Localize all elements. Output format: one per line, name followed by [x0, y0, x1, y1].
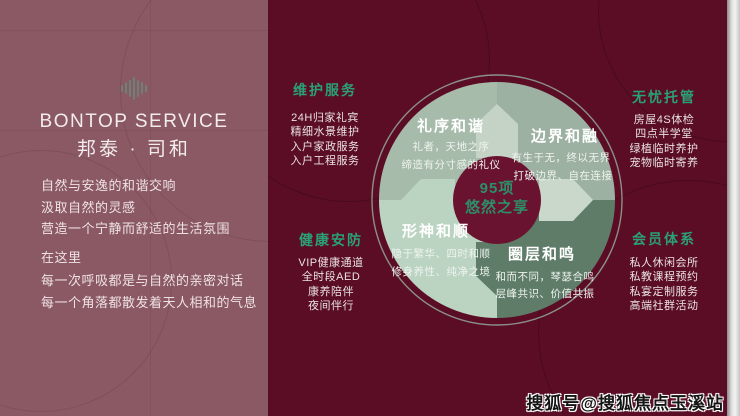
cycle-arrow-top	[476, 104, 518, 158]
brand-title-en: BONTOP SERVICE	[39, 111, 229, 132]
segment-text: 礼者，天地之序	[412, 141, 490, 153]
wheel-center-count: 95项	[479, 180, 515, 197]
segment-text: 打破边界、自在连接	[513, 170, 613, 182]
decorative-line	[150, 0, 151, 416]
segment-text: 缔造有分寸感的礼仪	[401, 159, 501, 171]
service-items-trusteeship: 房屋4S体检 四点半学堂 绿植临时养护 宠物临时寄养	[589, 113, 739, 171]
intro-line: 营造一个宁静而舒适的生活氛围	[41, 221, 231, 236]
decorative-line	[0, 130, 268, 131]
service-item: 入户工程服务	[290, 155, 360, 168]
service-item: 高端社群活动	[629, 300, 699, 313]
service-item: 四点半学堂	[635, 128, 693, 141]
wheel-center-label: 悠然之享	[464, 199, 529, 216]
intro-line: 每一次呼吸都是与自然的亲密对话	[41, 272, 244, 288]
segment-text: 层峰共识、价值共振	[495, 288, 595, 300]
cycle-arrow-bottom	[476, 242, 518, 296]
cycle-wheel-diagram	[371, 74, 623, 326]
service-heading-maintenance: 维护服务	[293, 82, 357, 98]
service-items-health-security: VIP健康通道 全时段AED 康养陪伴 夜间伴行	[256, 256, 406, 314]
service-item: 全时段AED	[301, 271, 361, 284]
service-item: 私教课程预约	[629, 271, 699, 284]
page-edge	[727, 0, 740, 416]
intro-paragraph-1: 自然与安逸的和谐交响 汲取自然的灵感 营造一个宁静而舒适的生活氛围	[41, 175, 230, 240]
service-item: 宠物临时寄养	[629, 157, 699, 170]
intro-paragraph-2: 在这里 每一次呼吸都是与自然的亲密对话 每一个角落都散发着天人相和的气息	[41, 247, 257, 315]
service-items-membership: 私人休闲会所 私教课程预约 私宴定制服务 高端社群活动	[589, 256, 739, 314]
segment-text: 隐于繁华、四时和顺	[391, 248, 491, 260]
service-heading-trusteeship: 无忧托管	[632, 89, 696, 105]
segment-text: 有生于无，终以无界	[511, 152, 611, 164]
service-item: 绿植临时养护	[629, 142, 699, 155]
decorative-line	[0, 30, 268, 31]
watermark: 搜狐号@搜狐焦点玉溪站	[526, 394, 724, 413]
service-item: 康养陪伴	[308, 285, 354, 298]
segment-text: 和而不同，琴瑟合鸣	[495, 271, 595, 283]
intro-line: 自然与安逸的和谐交响	[41, 178, 177, 193]
service-item: 精细水景维护	[290, 126, 360, 139]
intro-line: 汲取自然的灵感	[41, 199, 136, 215]
wheel-hub	[453, 156, 541, 244]
cycle-arrow-right	[539, 179, 593, 221]
service-item: 房屋4S体检	[633, 114, 695, 126]
wheel-outer-ring	[371, 74, 623, 326]
segment-title-circle: 圈层和鸣	[507, 246, 576, 263]
segment-title-ritual: 礼序和谐	[416, 118, 485, 135]
intro-line: 在这里	[41, 250, 82, 265]
brand-title-cn: 邦泰 · 司和	[77, 139, 191, 160]
service-item: VIP健康通道	[298, 257, 364, 269]
segment-title-boundary: 边界和融	[530, 128, 599, 145]
segment-title-wellness: 形神和顺	[401, 223, 470, 240]
service-item: 夜间伴行	[308, 300, 354, 313]
segment-text: 修身养性、纯净之境	[391, 266, 491, 278]
cycle-arrow-left	[401, 179, 455, 221]
left-panel: BONTOP SERVICE 邦泰 · 司和 自然与安逸的和谐交响 汲取自然的灵…	[0, 0, 268, 416]
service-item: 入户家政服务	[290, 140, 360, 153]
service-item: 私人休闲会所	[629, 257, 699, 269]
waveform-logo-icon	[103, 72, 165, 104]
service-heading-health-security: 健康安防	[299, 232, 363, 248]
intro-line: 每一个角落都散发着天人相和的气息	[41, 295, 258, 310]
service-heading-membership: 会员体系	[632, 231, 696, 247]
service-item: 24H归家礼宾	[291, 112, 359, 124]
service-items-maintenance: 24H归家礼宾 精细水景维护 入户家政服务 入户工程服务	[250, 111, 400, 169]
service-item: 私宴定制服务	[629, 285, 699, 298]
